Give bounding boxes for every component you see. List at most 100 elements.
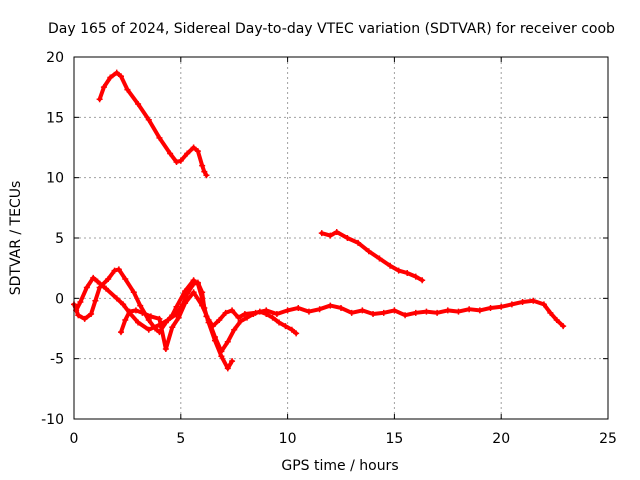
data-point <box>83 284 90 291</box>
data-point <box>201 168 208 175</box>
data-point <box>218 348 225 355</box>
data-point <box>269 314 276 321</box>
data-point <box>395 267 402 274</box>
data-point <box>203 172 210 179</box>
data-point <box>122 317 129 324</box>
data-point <box>224 365 231 372</box>
data-point <box>476 307 483 314</box>
data-point <box>231 326 238 333</box>
y-axis-label: SDTVAR / TECUs <box>8 181 24 296</box>
grid-lines <box>74 57 608 419</box>
data-point <box>250 311 257 318</box>
data-point <box>318 230 325 237</box>
data-point <box>508 301 515 308</box>
data-point <box>229 307 236 314</box>
data-point <box>380 309 387 316</box>
data-point <box>338 304 344 311</box>
data-point <box>276 319 283 326</box>
data-point <box>444 307 451 314</box>
data-point <box>147 313 154 320</box>
data-point <box>355 239 362 246</box>
data-point <box>402 312 409 319</box>
data-point <box>229 358 236 365</box>
data-point <box>487 304 494 311</box>
data-point <box>370 311 377 318</box>
data-point <box>333 228 340 235</box>
data-point <box>284 307 291 314</box>
data-point <box>235 314 242 321</box>
data-point <box>164 317 171 324</box>
data-point <box>434 309 441 316</box>
data-point <box>156 134 163 141</box>
data-point <box>130 289 137 296</box>
data-point <box>365 248 372 255</box>
data-point <box>194 148 201 155</box>
data-point <box>327 232 334 239</box>
data-point <box>199 289 206 296</box>
data-point <box>224 338 231 345</box>
data-point <box>184 290 191 297</box>
data-point <box>263 311 270 318</box>
data-point <box>293 330 300 337</box>
data-point <box>419 277 426 284</box>
data-point <box>282 323 289 330</box>
data-point <box>241 311 248 318</box>
data-point <box>519 298 526 305</box>
data-point <box>177 157 184 164</box>
data-point <box>145 317 152 324</box>
data-point <box>540 301 547 308</box>
data-point <box>190 289 197 296</box>
series-line <box>118 290 299 354</box>
y-tick-label: 15 <box>46 110 64 126</box>
series-track-1 <box>96 69 210 179</box>
data-point <box>412 309 419 316</box>
data-point <box>560 323 567 330</box>
data-point <box>423 308 430 315</box>
data-point <box>103 285 110 292</box>
data-point <box>190 280 197 287</box>
data-point <box>75 312 82 319</box>
data-point <box>455 308 462 315</box>
series-layer <box>71 69 567 372</box>
data-point <box>77 298 84 305</box>
data-point <box>237 318 244 325</box>
y-tick-label: -10 <box>41 412 64 428</box>
data-point <box>190 144 197 151</box>
data-point <box>162 346 169 353</box>
data-point <box>344 235 351 241</box>
series-line <box>97 70 209 178</box>
data-point <box>211 333 218 340</box>
data-point <box>122 276 129 283</box>
data-point <box>182 300 189 307</box>
data-point <box>135 101 142 108</box>
chart-title: Day 165 of 2024, Sidereal Day-to-day VTE… <box>48 21 615 37</box>
data-point <box>391 307 398 314</box>
series-line <box>72 267 566 335</box>
data-point <box>288 326 295 333</box>
y-tick-label: 10 <box>46 171 64 187</box>
data-point <box>175 314 182 321</box>
data-point <box>244 314 251 321</box>
data-point <box>376 255 383 262</box>
x-tick-label: 10 <box>279 431 297 447</box>
x-axis: 0 5 10 15 20 25 <box>70 57 617 447</box>
data-point <box>498 303 505 310</box>
data-point <box>96 96 103 103</box>
data-point <box>126 308 133 315</box>
data-point <box>359 307 366 314</box>
y-tick-label: -5 <box>50 352 64 368</box>
data-point <box>216 317 223 324</box>
data-point <box>135 319 142 326</box>
y-tick-label: 20 <box>46 50 64 66</box>
x-tick-label: 15 <box>385 431 403 447</box>
data-point <box>199 302 206 309</box>
data-point <box>100 84 107 91</box>
data-point <box>169 324 176 331</box>
series-track-2 <box>318 228 426 284</box>
data-point <box>553 317 560 324</box>
data-point <box>173 303 180 310</box>
x-tick-label: 5 <box>176 431 185 447</box>
data-point <box>387 262 394 269</box>
data-point <box>316 306 323 313</box>
